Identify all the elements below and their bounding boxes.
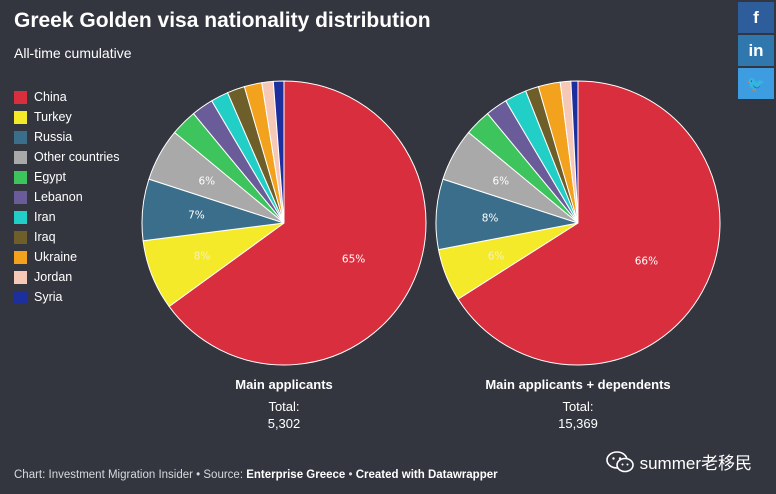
chart-title: Greek Golden visa nationality distributi… [14, 9, 431, 32]
legend-item: Lebanon [14, 187, 119, 207]
legend-label: Jordan [34, 270, 73, 284]
facebook-icon: f [753, 7, 759, 27]
legend-swatch [14, 210, 27, 224]
social-share-bar: f in 🐦 [738, 2, 774, 101]
pie-caption-total-value: 5,302 [267, 416, 301, 431]
legend-item: Iraq [14, 227, 119, 247]
pie-slice-china[interactable] [457, 80, 721, 366]
pie-data-label: 7% [188, 210, 205, 222]
pie-caption-total-label: Total: [562, 399, 594, 414]
legend-label: Other countries [34, 150, 120, 164]
pie-data-label: 66% [635, 256, 658, 268]
chart-subtitle: All-time cumulative [14, 45, 132, 61]
legend-swatch [14, 270, 27, 284]
legend-label: Russia [34, 130, 73, 144]
legend-item: Russia [14, 127, 119, 147]
legend-label: Iran [34, 210, 56, 224]
footer-prefix: Chart: Investment Migration Insider • So… [14, 469, 247, 481]
legend-item: Turkey [14, 107, 119, 127]
pie-data-label: 8% [482, 213, 499, 225]
legend-swatch [14, 110, 27, 124]
legend-label: Syria [34, 290, 63, 304]
pie-slice-syria[interactable] [272, 80, 285, 224]
legend-item: Ukraine [14, 247, 119, 267]
legend-swatch [14, 170, 27, 184]
pie-slice-china[interactable] [168, 80, 427, 366]
legend: China Turkey Russia Other countries Egypt Leb… [14, 87, 119, 307]
pie-data-label: 8% [194, 250, 211, 262]
twitter-icon: 🐦 [746, 75, 766, 93]
legend-swatch [14, 130, 27, 144]
pie-slice-syria[interactable] [570, 80, 579, 224]
watermark-text: summer老移民 [639, 454, 752, 473]
legend-swatch [14, 190, 27, 204]
pie-data-label: 6% [488, 250, 505, 262]
pie-data-label: 6% [492, 176, 509, 188]
pie-caption-total-value: 15,369 [558, 416, 598, 431]
footer-separator: • [345, 469, 356, 481]
legend-label: China [34, 90, 67, 104]
legend-label: Iraq [34, 230, 56, 244]
pie-data-label: 65% [342, 254, 365, 266]
footer-credit-link[interactable]: Created with Datawrapper [355, 469, 498, 481]
legend-swatch [14, 90, 27, 104]
legend-item: Syria [14, 287, 119, 307]
legend-item: Other countries [14, 147, 119, 167]
linkedin-share-button[interactable]: in [738, 35, 774, 66]
wechat-icon [605, 450, 634, 472]
legend-label: Egypt [34, 170, 66, 184]
facebook-share-button[interactable]: f [738, 2, 774, 33]
legend-item: Jordan [14, 267, 119, 287]
pie-caption-main-applicants-dependents: Main applicants + dependents Total: 15,3… [458, 376, 698, 432]
legend-item: Egypt [14, 167, 119, 187]
pie-caption-title: Main applicants + dependents [485, 377, 671, 392]
footer-source-link[interactable]: Enterprise Greece [246, 469, 346, 481]
legend-label: Lebanon [34, 190, 83, 204]
pie-chart-1: 66% 6% 8% 6% [435, 80, 721, 366]
legend-label: Turkey [34, 110, 72, 124]
twitter-share-button[interactable]: 🐦 [738, 68, 774, 99]
legend-swatch [14, 150, 27, 164]
legend-item: Iran [14, 207, 119, 227]
pie-caption-main-applicants: Main applicants Total: 5,302 [164, 376, 404, 432]
pie-caption-total-label: Total: [268, 399, 300, 414]
watermark: summer老移民 [605, 449, 752, 474]
linkedin-icon: in [748, 40, 764, 60]
legend-swatch [14, 250, 27, 264]
legend-item: China [14, 87, 119, 107]
legend-swatch [14, 230, 27, 244]
pie-chart-0: 65% 8% 7% 6% [141, 80, 427, 366]
legend-label: Ukraine [34, 250, 78, 264]
chart-footer: Chart: Investment Migration Insider • So… [14, 469, 498, 481]
pie-caption-title: Main applicants [235, 377, 333, 392]
pie-data-label: 6% [198, 176, 215, 188]
legend-swatch [14, 290, 27, 304]
